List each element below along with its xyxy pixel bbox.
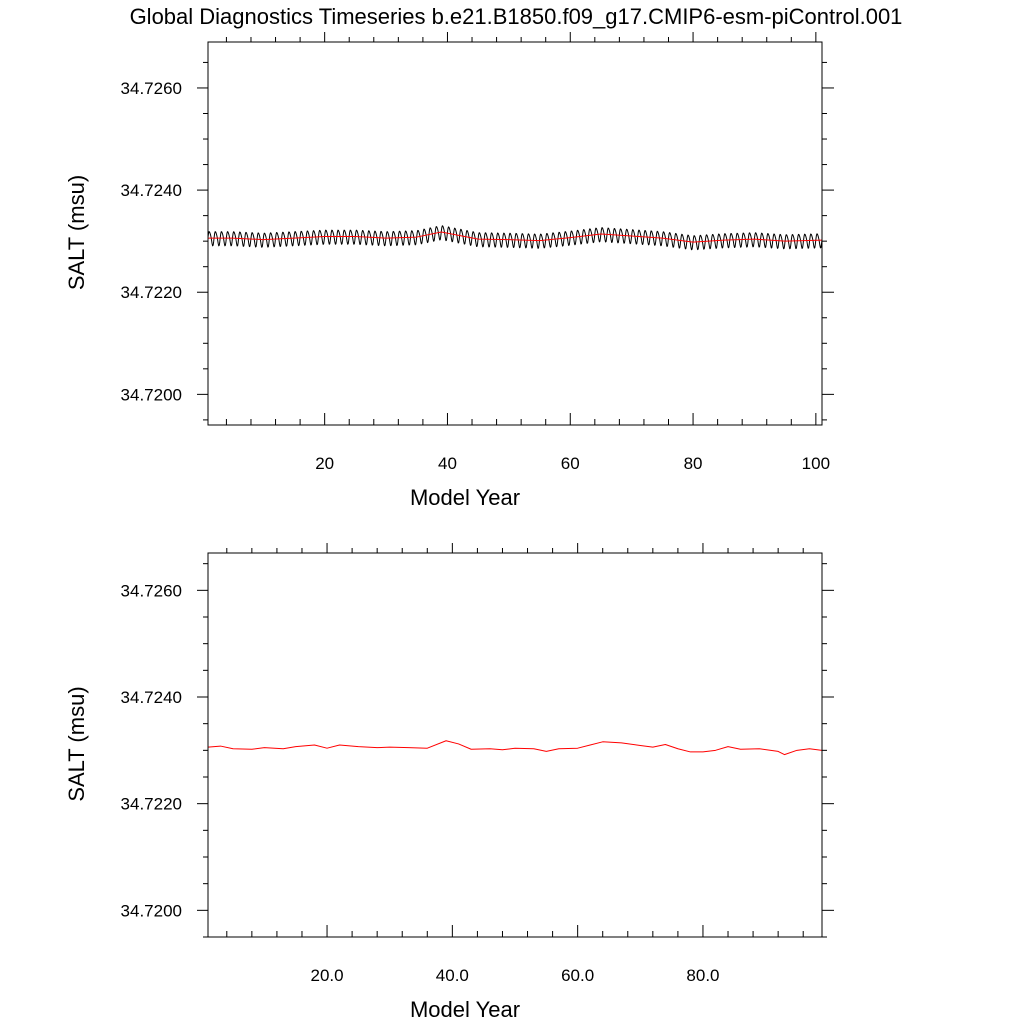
y-tick-label: 34.7200	[121, 385, 182, 404]
y-tick-label: 34.7260	[121, 581, 182, 600]
x-axis-title: Model Year	[410, 485, 520, 510]
y-axis-title: SALT (msu)	[64, 686, 89, 801]
x-tick-label: 20	[315, 454, 334, 473]
figure-title: Global Diagnostics Timeseries b.e21.B185…	[130, 4, 903, 29]
series-line-annual	[208, 740, 822, 756]
x-tick-label: 60.0	[561, 966, 594, 985]
plot-frame	[207, 41, 823, 426]
x-axis-title: Model Year	[410, 997, 520, 1022]
plot-frame	[207, 552, 823, 938]
y-tick-label: 34.7240	[121, 181, 182, 200]
x-tick-label: 40.0	[436, 966, 469, 985]
x-tick-label: 60	[561, 454, 580, 473]
x-tick-label: 40	[438, 454, 457, 473]
x-tick-label: 80.0	[686, 966, 719, 985]
top-panel: 20 40 60 80 100 34.7200 34.7220 34.7240 34.7260 M…	[64, 32, 834, 510]
y-tick-label: 34.7260	[121, 79, 182, 98]
x-tick-label: 100	[802, 454, 830, 473]
y-tick-label: 34.7240	[121, 688, 182, 707]
x-tick-label: 20.0	[310, 966, 343, 985]
series-line-annual	[208, 231, 822, 243]
y-tick-label: 34.7220	[121, 283, 182, 302]
plot-area	[208, 225, 822, 251]
y-axis-title: SALT (msu)	[64, 175, 89, 290]
plot-area	[208, 740, 822, 756]
series-line-monthly	[208, 225, 822, 251]
y-tick-label: 34.7200	[121, 901, 182, 920]
x-tick-label: 80	[684, 454, 703, 473]
bottom-panel: 20.0 40.0 60.0 80.0 34.7200 34.7220 34.7240 34.…	[64, 543, 834, 1022]
y-tick-label: 34.7220	[121, 795, 182, 814]
